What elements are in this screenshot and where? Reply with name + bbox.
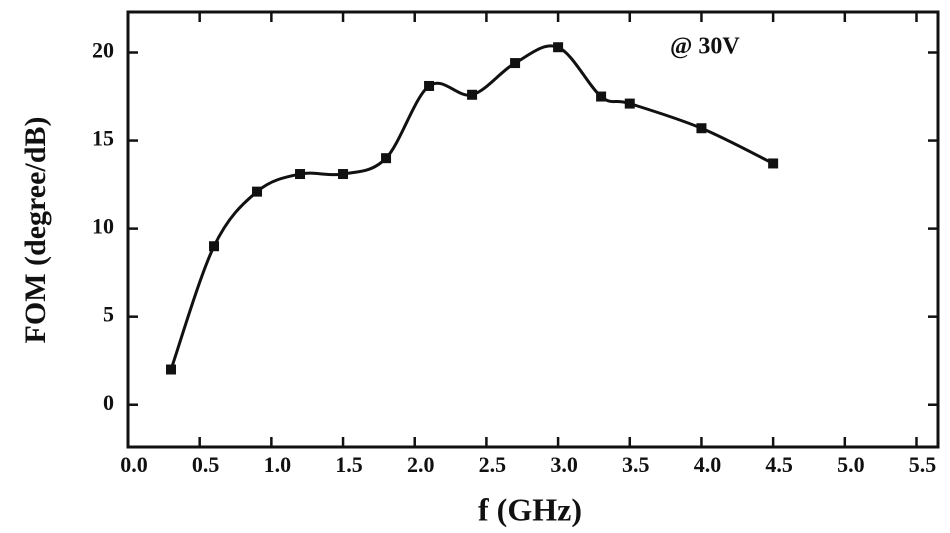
data-point	[166, 364, 177, 375]
y-tick-label: 10	[92, 214, 114, 239]
data-point	[295, 169, 306, 180]
y-tick-label: 0	[103, 390, 114, 415]
data-point	[209, 241, 220, 252]
x-tick-label: 4.0	[694, 452, 722, 477]
data-point	[596, 91, 607, 102]
x-axis-title: f (GHz)	[478, 491, 582, 527]
x-tick-label: 0.0	[120, 452, 148, 477]
y-tick-label: 15	[92, 126, 114, 151]
x-tick-label: 1.0	[264, 452, 292, 477]
annotation: @ 30V	[670, 34, 740, 60]
x-tick-label: 1.5	[335, 452, 363, 477]
data-point	[696, 123, 707, 134]
data-point	[424, 80, 435, 91]
x-tick-label: 4.5	[765, 452, 793, 477]
data-point	[338, 169, 349, 180]
data-point	[467, 89, 478, 100]
data-point	[252, 186, 263, 197]
x-tick-label: 2.5	[479, 452, 507, 477]
x-tick-label: 5.5	[909, 452, 937, 477]
data-point	[381, 153, 392, 164]
data-point	[768, 158, 779, 169]
y-axis-title: FOM (degree/dB)	[19, 117, 52, 344]
data-point	[553, 42, 564, 53]
x-tick-label: 5.0	[837, 452, 865, 477]
y-tick-label: 5	[103, 302, 114, 327]
x-tick-label: 3.5	[622, 452, 650, 477]
data-point	[510, 58, 521, 69]
plot-frame	[126, 10, 940, 449]
x-tick-label: 0.5	[192, 452, 220, 477]
data-point	[624, 98, 635, 109]
y-tick-label: 20	[92, 38, 114, 63]
x-tick-label: 2.0	[407, 452, 435, 477]
x-tick-label: 3.0	[550, 452, 578, 477]
